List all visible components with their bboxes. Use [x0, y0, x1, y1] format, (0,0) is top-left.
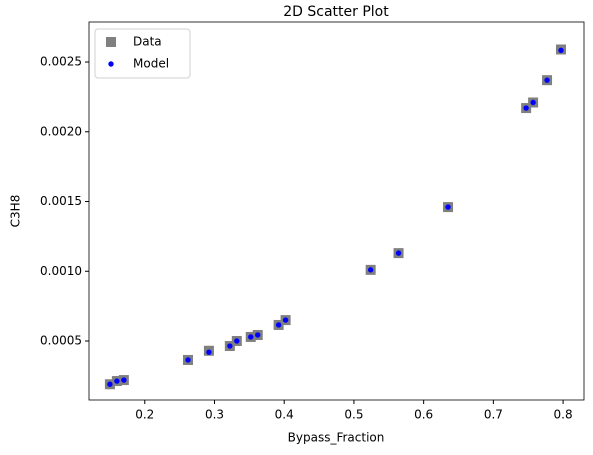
x-tick-label: 0.7: [484, 408, 503, 422]
model-point: [445, 204, 451, 210]
x-tick-label: 0.4: [275, 408, 294, 422]
model-point: [108, 61, 114, 67]
model-point: [530, 99, 536, 106]
plot-frame: [88, 21, 585, 401]
y-tick-label: 0.0020: [40, 124, 82, 138]
model-point: [544, 77, 550, 83]
model-point: [185, 357, 191, 363]
model-point: [206, 349, 212, 355]
model-point: [114, 378, 120, 384]
legend-label: Data: [133, 35, 162, 49]
model-point: [121, 377, 127, 383]
y-tick-label: 0.0015: [40, 194, 82, 208]
x-tick-label: 0.5: [344, 408, 363, 422]
legend: Data Model: [94, 28, 191, 79]
model-point: [275, 322, 282, 328]
model-point: [227, 343, 233, 349]
y-tick-label: 0.0005: [40, 333, 82, 347]
legend-box: [94, 28, 191, 79]
y-axis-label: C3H8: [9, 195, 23, 228]
x-tick-label: 0.6: [414, 408, 433, 422]
chart-title: 2D Scatter Plot: [283, 4, 389, 20]
x-axis-label: Bypass_Fraction: [288, 431, 385, 445]
model-point: [255, 332, 261, 338]
model-point: [282, 317, 289, 323]
y-tick-label: 0.0025: [40, 55, 82, 69]
x-tick-label: 0.3: [205, 408, 224, 422]
model-point: [395, 250, 402, 256]
model-point: [367, 267, 374, 273]
y-tick-label: 0.0010: [40, 264, 82, 278]
x-tick-label: 0.2: [135, 408, 154, 422]
model-point: [107, 381, 113, 387]
data-point: [106, 37, 116, 47]
legend-label: Model: [133, 57, 169, 71]
model-point: [248, 334, 254, 340]
model-point: [234, 338, 240, 344]
x-tick-label: 0.8: [554, 408, 573, 422]
model-point: [558, 47, 564, 54]
model-point: [523, 105, 529, 111]
